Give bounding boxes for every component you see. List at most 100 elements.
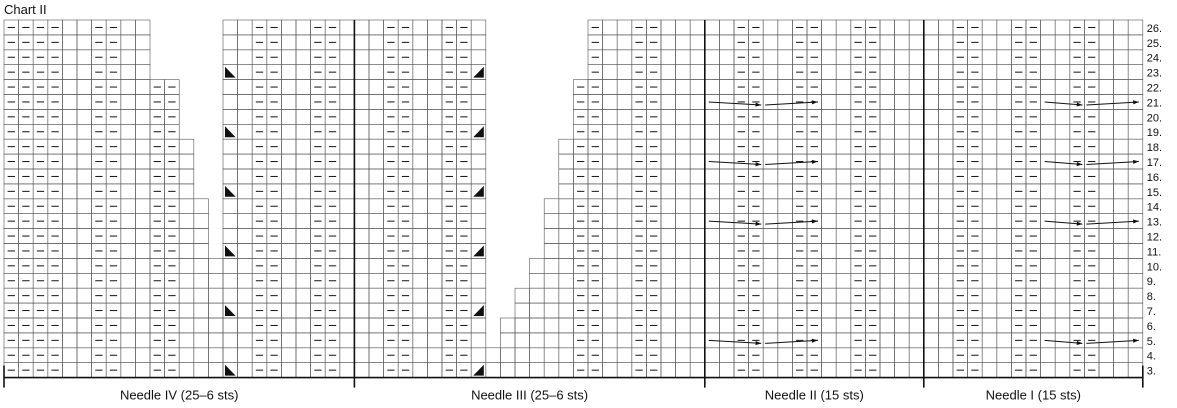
grid-cell xyxy=(675,49,691,65)
grid-cell xyxy=(76,19,92,36)
grid-cell xyxy=(660,258,676,274)
grid-cell xyxy=(558,287,574,304)
grid-cell xyxy=(996,64,1012,80)
grid-cell xyxy=(281,34,297,51)
grid-cell xyxy=(62,124,78,140)
grid-cell xyxy=(120,213,136,229)
grid-cell xyxy=(821,302,837,319)
grid-cell xyxy=(62,198,78,215)
row-label: 13. xyxy=(1147,217,1162,229)
grid-cell xyxy=(908,64,925,80)
grid-cell xyxy=(616,332,633,349)
grid-cell xyxy=(602,19,618,36)
grid-cell xyxy=(120,317,136,334)
grid-cell xyxy=(62,228,78,244)
grid-cell xyxy=(908,258,925,274)
grid-cell xyxy=(237,49,253,65)
grid-cell xyxy=(981,243,998,259)
grid-cell xyxy=(689,183,706,200)
grid-cell xyxy=(543,243,560,259)
grid-cell xyxy=(1054,347,1071,363)
grid-cell xyxy=(835,168,852,185)
grid-cell xyxy=(762,317,779,334)
grid-cell xyxy=(602,153,618,170)
grid-cell xyxy=(295,153,311,170)
grid-cell xyxy=(164,79,180,95)
needle-label: Needle I (15 sts) xyxy=(986,388,1081,403)
grid-cell xyxy=(339,362,355,378)
grid-cell xyxy=(339,64,355,80)
grid-cell xyxy=(120,228,136,244)
grid-cell xyxy=(178,213,195,229)
grid-cell xyxy=(354,183,370,200)
grid-cell xyxy=(1127,79,1144,95)
grid-cell xyxy=(237,64,253,80)
grid-cell xyxy=(923,287,939,304)
grid-cell xyxy=(894,168,910,185)
grid-cell xyxy=(368,79,384,95)
grid-cell xyxy=(821,228,837,244)
grid-cell xyxy=(135,138,151,155)
grid-cell xyxy=(719,362,735,378)
grid-cell xyxy=(835,302,852,319)
grid-cell xyxy=(1040,183,1056,200)
cable-arrow-left xyxy=(1044,101,1083,106)
grid-cell xyxy=(485,362,501,378)
grid-cell xyxy=(62,168,78,185)
grid-cell xyxy=(835,124,852,140)
grid-cell xyxy=(704,317,720,334)
grid-cell xyxy=(996,347,1012,363)
grid-cell xyxy=(689,198,706,215)
grid-cell xyxy=(602,228,618,244)
grid-cell xyxy=(178,287,195,304)
grid-cell xyxy=(354,64,370,80)
grid-cell xyxy=(120,302,136,319)
cable-arrow-right xyxy=(765,220,818,225)
grid-cell xyxy=(777,228,793,244)
grid-cell xyxy=(281,287,297,304)
grid-cell xyxy=(777,287,793,304)
grid-cell xyxy=(368,183,384,200)
grid-cell xyxy=(529,287,545,304)
grid-cell xyxy=(821,213,837,229)
grid-cell xyxy=(1113,317,1129,334)
grid-cell xyxy=(675,19,691,36)
grid-cell xyxy=(777,79,793,95)
grid-cell xyxy=(120,124,136,140)
grid-cell xyxy=(558,302,574,319)
grid-cell xyxy=(689,287,706,304)
grid-cell xyxy=(120,168,136,185)
grid-cell xyxy=(354,228,370,244)
grid-cell xyxy=(762,332,779,349)
grid-cell xyxy=(500,362,516,378)
grid-cell xyxy=(1054,168,1071,185)
grid-cell xyxy=(295,64,311,80)
grid-cell xyxy=(1098,124,1114,140)
grid-cell xyxy=(368,272,384,289)
grid-cell xyxy=(339,243,355,259)
grid-cell xyxy=(412,109,428,125)
grid-cell xyxy=(427,287,443,304)
cable-arrow-right-head xyxy=(1133,338,1139,343)
grid-cell xyxy=(675,198,691,215)
grid-cell xyxy=(76,94,92,110)
cable-arrow-left xyxy=(1044,220,1083,225)
grid-cell xyxy=(1127,258,1144,274)
grid-cell xyxy=(281,138,297,155)
grid-cell xyxy=(719,168,735,185)
grid-cell xyxy=(879,124,895,140)
grid-cell xyxy=(427,94,443,110)
grid-cell xyxy=(178,183,195,200)
grid-cell xyxy=(821,94,837,110)
grid-cell xyxy=(675,79,691,95)
grid-cell xyxy=(222,213,238,229)
grid-cell xyxy=(923,272,939,289)
grid-cell xyxy=(368,362,384,378)
grid-cell xyxy=(981,168,998,185)
grid-cell xyxy=(427,153,443,170)
grid-cell xyxy=(470,49,487,65)
grid-cell xyxy=(1040,64,1056,80)
grid-cell xyxy=(894,332,910,349)
grid-cell xyxy=(894,272,910,289)
grid-cell xyxy=(996,302,1012,319)
